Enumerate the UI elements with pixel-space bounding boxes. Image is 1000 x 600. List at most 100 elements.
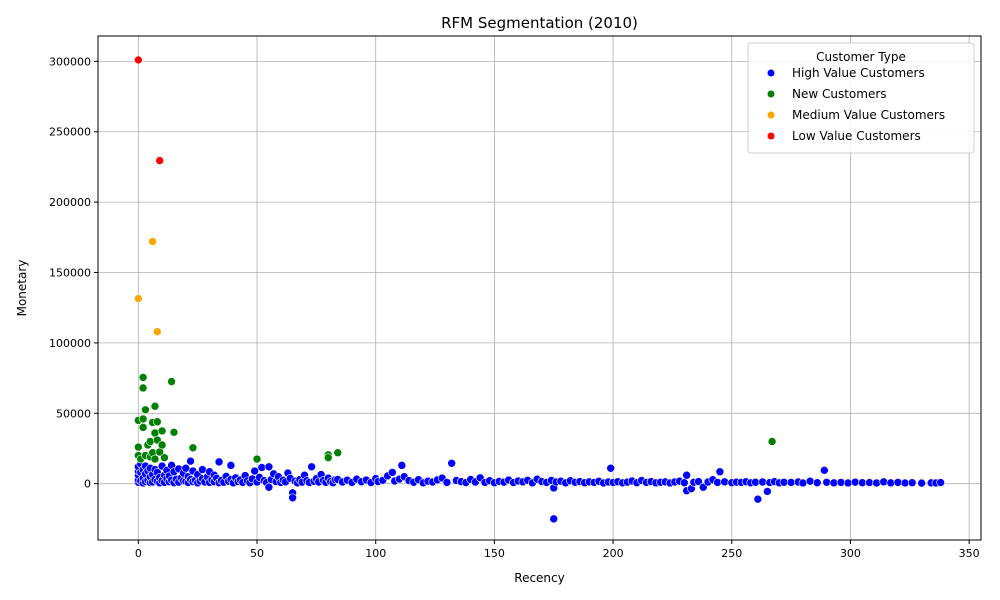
x-tick-label: 250	[721, 547, 742, 560]
data-point	[907, 478, 917, 488]
data-point	[157, 426, 167, 436]
data-point	[812, 478, 822, 488]
data-point	[397, 461, 407, 470]
data-point	[214, 457, 224, 467]
data-point	[786, 478, 796, 487]
y-tick-label: 0	[84, 478, 91, 491]
x-tick-label: 300	[840, 547, 861, 560]
data-point	[388, 468, 397, 477]
y-tick-label: 250000	[49, 126, 91, 139]
legend-label: Low Value Customers	[792, 129, 921, 143]
data-point	[900, 478, 910, 488]
data-points	[134, 55, 945, 524]
data-point	[167, 377, 176, 386]
legend-marker	[767, 111, 775, 119]
y-tick-label: 50000	[56, 407, 91, 420]
legend-marker	[767, 69, 775, 77]
data-point	[150, 454, 160, 464]
data-point	[447, 458, 456, 468]
data-point	[148, 237, 157, 246]
data-point	[186, 456, 195, 466]
y-tick-label: 200000	[49, 196, 91, 209]
legend-title: Customer Type	[816, 50, 906, 64]
data-point	[886, 478, 896, 488]
data-point	[153, 327, 162, 336]
data-point	[758, 477, 767, 487]
data-point	[751, 477, 760, 487]
data-point	[879, 477, 888, 487]
data-point	[872, 478, 881, 488]
data-point	[865, 478, 874, 487]
x-tick-label: 50	[250, 547, 264, 560]
data-point	[333, 448, 343, 458]
data-point	[893, 478, 903, 487]
data-point	[798, 478, 808, 488]
data-point	[767, 437, 777, 446]
data-point	[858, 478, 867, 488]
data-point	[155, 156, 165, 165]
x-tick-label: 200	[603, 547, 624, 560]
data-point	[682, 470, 691, 480]
data-point	[288, 493, 297, 503]
data-point	[713, 478, 722, 487]
y-tick-label: 100000	[49, 337, 91, 350]
data-point	[134, 294, 143, 303]
data-point	[805, 476, 815, 486]
series-3	[134, 55, 165, 165]
data-point	[820, 466, 829, 475]
data-point	[264, 462, 274, 472]
x-axis-label: Recency	[514, 571, 564, 585]
data-point	[720, 477, 729, 487]
x-axis-ticks: 0 50 100 150 200 250 300 350	[135, 540, 980, 560]
data-point	[836, 478, 846, 487]
series-1	[134, 373, 777, 464]
x-tick-label: 350	[959, 547, 980, 560]
data-point	[188, 443, 198, 453]
data-point	[150, 401, 160, 411]
legend-box	[747, 42, 975, 154]
data-point	[829, 478, 839, 488]
data-point	[198, 465, 207, 474]
legend-label: Medium Value Customers	[792, 108, 945, 122]
y-tick-label: 300000	[49, 55, 91, 68]
data-point	[138, 383, 148, 393]
data-point	[134, 442, 143, 452]
legend-label: New Customers	[792, 87, 887, 101]
legend-entries: High Value Customers New Customers Medium …	[767, 66, 945, 143]
data-point	[753, 494, 763, 504]
data-point	[715, 467, 725, 477]
data-point	[252, 454, 262, 464]
y-axis-label: Monetary	[15, 260, 29, 317]
data-point	[169, 428, 179, 437]
data-point	[153, 417, 162, 427]
data-point	[936, 478, 945, 487]
data-point	[822, 477, 832, 487]
data-point	[145, 437, 155, 446]
data-point	[138, 373, 148, 382]
series-2	[134, 237, 162, 336]
data-point	[606, 463, 616, 473]
x-tick-label: 150	[484, 547, 505, 560]
data-point	[138, 414, 148, 424]
x-tick-label: 0	[135, 547, 142, 560]
legend-marker	[767, 90, 775, 98]
data-point	[264, 482, 274, 492]
data-point	[779, 477, 789, 487]
data-point	[843, 478, 853, 488]
data-point	[917, 478, 926, 488]
data-point	[679, 478, 689, 488]
data-point	[257, 463, 267, 472]
data-point	[138, 423, 148, 432]
legend: Customer Type High Value Customers New Cu…	[747, 42, 975, 154]
x-tick-label: 100	[365, 547, 386, 560]
data-point	[694, 477, 703, 486]
data-point	[323, 453, 333, 462]
data-point	[160, 453, 169, 462]
data-point	[141, 405, 150, 415]
series-0	[134, 456, 945, 524]
data-point	[442, 478, 452, 487]
data-point	[250, 466, 259, 476]
y-tick-label: 150000	[49, 267, 91, 280]
y-axis-ticks: 0 50000 100000 150000 200000 250000 300000	[49, 55, 98, 491]
